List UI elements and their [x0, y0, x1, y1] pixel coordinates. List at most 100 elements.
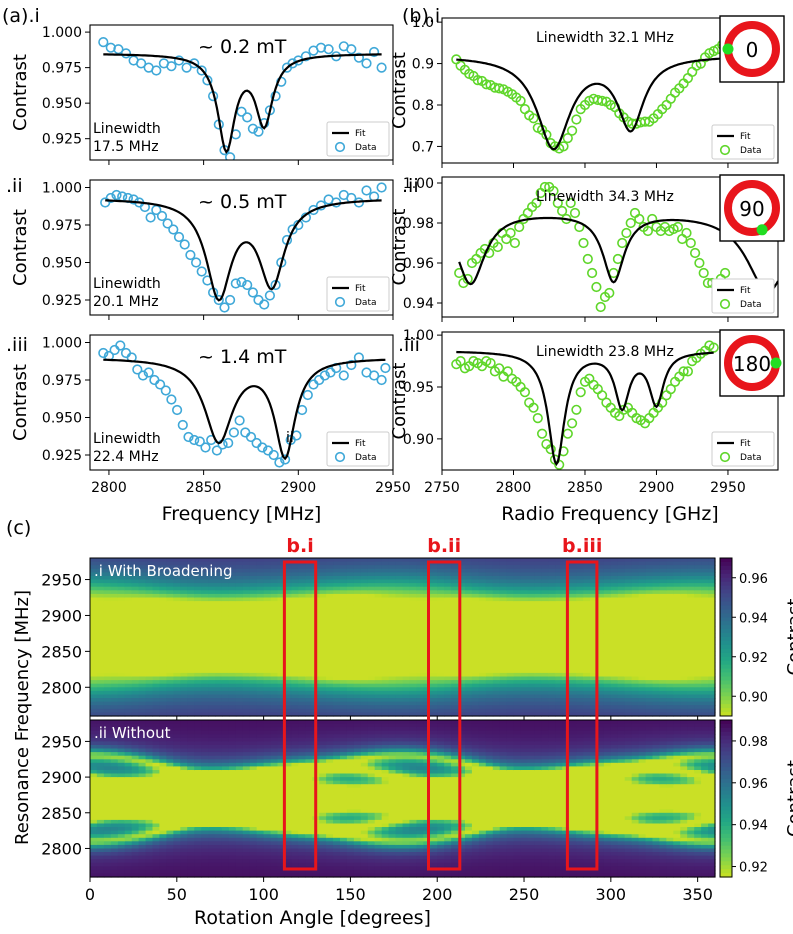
heatmap-cell	[298, 608, 306, 613]
heatmap-cell	[541, 676, 549, 681]
heatmap-cell	[194, 572, 202, 577]
heatmap-cell	[346, 583, 355, 588]
heatmap-cell	[603, 593, 612, 599]
heatmap-cell	[659, 701, 667, 706]
heatmap-cell	[708, 633, 716, 638]
heatmap-cell	[215, 561, 223, 566]
heatmap-cell	[430, 572, 438, 577]
heatmap-cell	[708, 676, 716, 681]
heatmap-cell	[235, 680, 244, 685]
heatmap-cell	[381, 593, 390, 599]
heatmap-cell	[395, 583, 404, 588]
heatmap-cell	[458, 576, 466, 581]
heatmap-cell	[235, 626, 244, 631]
heatmap-cell	[583, 604, 591, 609]
heatmap-cell	[659, 708, 667, 713]
heatmap-cell	[96, 791, 105, 796]
heatmap-cell	[451, 676, 459, 681]
heatmap-cell	[346, 637, 355, 642]
heatmap-cell	[631, 583, 640, 588]
heatmap-cell	[242, 690, 251, 696]
heatmap-cell	[208, 705, 216, 710]
heatmap-cell	[96, 629, 105, 634]
heatmap-cell	[659, 593, 667, 599]
heatmap-cell	[138, 848, 147, 853]
heatmap-cell	[687, 565, 695, 570]
panel-label-b-ii: .ii	[402, 175, 419, 197]
heatmap-cell	[520, 669, 529, 674]
heatmap-cell	[256, 576, 265, 581]
heatmap-cell	[590, 687, 598, 692]
heatmap-cell	[492, 558, 501, 563]
heatmap-cell	[444, 701, 452, 706]
data-point	[115, 340, 126, 351]
heatmap-cell	[631, 629, 640, 634]
heatmap-cell	[221, 698, 230, 703]
heatmap-cell	[708, 662, 716, 667]
heatmap-cell	[201, 694, 209, 699]
heatmap-cell	[624, 601, 633, 606]
heatmap-cell	[555, 658, 563, 663]
heatmap-cell	[645, 561, 654, 566]
heatmap-cell	[701, 676, 709, 681]
heatmap-cell	[340, 608, 348, 613]
heatmap-cell	[117, 766, 126, 771]
heatmap-cell	[117, 586, 126, 591]
heatmap-cell	[326, 637, 334, 642]
heatmap-cell	[652, 558, 660, 563]
heatmap-cell	[346, 593, 355, 599]
heatmap-cell	[694, 672, 702, 678]
heatmap-cell	[666, 565, 674, 570]
heatmap-cell	[360, 655, 369, 660]
heatmap-cell	[555, 640, 563, 645]
heatmap-cell	[284, 662, 292, 667]
heatmap-cell	[221, 561, 230, 566]
heatmap-cell	[90, 683, 98, 688]
heatmap-cell	[687, 622, 695, 627]
heatmap-cell	[291, 626, 299, 631]
heatmap-cell	[388, 608, 397, 613]
heatmap-cell	[416, 629, 424, 634]
heatmap-cell	[388, 611, 397, 617]
heatmap-cell	[645, 615, 654, 620]
heatmap-cell	[430, 694, 438, 699]
heatmap-cell	[701, 698, 709, 703]
heatmap-cell	[430, 712, 438, 717]
heatmap-cell	[208, 597, 216, 602]
heatmap-cell	[388, 586, 397, 591]
colorbar-tick-label: 0.96	[739, 572, 768, 587]
heatmap-cell	[305, 604, 313, 609]
heatmap-cell	[513, 640, 522, 645]
heatmap-cell	[242, 615, 251, 620]
heatmap-cell	[103, 608, 112, 613]
heatmap-cell	[701, 665, 709, 670]
heatmap-cell	[645, 665, 654, 670]
heatmap-cell	[506, 712, 515, 717]
heatmap-cell	[499, 708, 508, 713]
heatmap-cell	[374, 683, 383, 688]
heatmap-cell	[187, 604, 195, 609]
heatmap-cell	[131, 683, 140, 688]
heatmap-cell	[117, 723, 126, 728]
heatmap-cell	[527, 658, 535, 663]
heatmap-cell	[110, 572, 119, 577]
heatmap-cell	[215, 583, 223, 588]
heatmap-cell	[249, 683, 258, 688]
heatmap-cell	[485, 658, 494, 663]
heatmap-cell	[624, 687, 633, 692]
heatmap-cell	[534, 712, 542, 717]
heatmap-cell	[263, 593, 272, 599]
data-point	[149, 374, 160, 386]
heatmap-cell	[159, 705, 167, 710]
axes-frame	[89, 557, 716, 717]
heatmap-cell	[610, 558, 619, 563]
field-annotation: ~ 0.5 mT	[198, 191, 287, 213]
heatmap-cell	[208, 690, 216, 696]
heatmap-cell	[367, 644, 376, 649]
heatmap-cell	[451, 658, 459, 663]
heatmap-cell	[138, 576, 147, 581]
heatmap-cell	[388, 698, 397, 703]
heatmap-cell	[569, 593, 577, 599]
heatmap-cell	[96, 734, 105, 739]
heatmap-cell	[465, 586, 473, 591]
